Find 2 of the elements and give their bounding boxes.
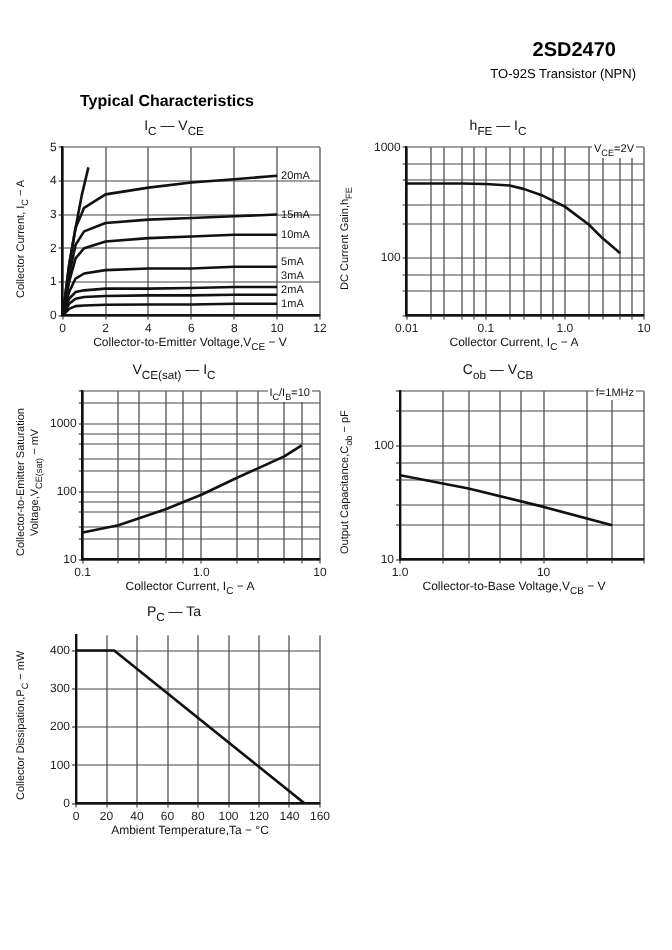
text: Typical Characteristics bbox=[80, 92, 255, 110]
text: 2SD2470 bbox=[532, 40, 616, 62]
